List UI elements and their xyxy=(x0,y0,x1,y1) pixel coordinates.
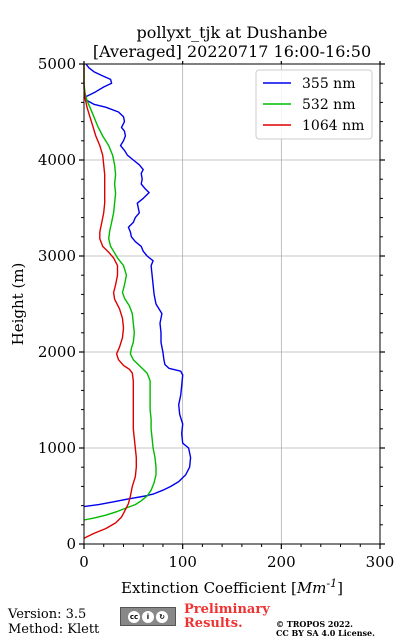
preliminary-line1: Preliminary xyxy=(184,602,270,617)
y-tick-label: 3000 xyxy=(38,247,76,265)
cc-icon: cc xyxy=(128,610,140,623)
footer-version-block: Version: 3.5 Method: Klett xyxy=(8,607,99,637)
series-line-532-nm xyxy=(83,64,157,521)
x-tick-label: 300 xyxy=(366,553,395,571)
preliminary-results-note: Preliminary Results. xyxy=(184,603,270,631)
chart-title-line1: pollyxt_tjk at Dushanbe xyxy=(136,23,327,42)
by-icon: i xyxy=(142,610,154,623)
x-tick-label: 0 xyxy=(79,553,89,571)
legend-label: 532 nm xyxy=(302,97,355,113)
series-lines xyxy=(83,63,192,539)
y-tick-label: 2000 xyxy=(38,343,76,361)
legend-box xyxy=(255,69,373,140)
series-line-355-nm xyxy=(83,63,192,508)
copyright-line2: CC BY SA 4.0 License. xyxy=(276,628,375,638)
x-tick-label: 200 xyxy=(267,553,296,571)
y-tick-label: 1000 xyxy=(38,439,76,457)
sa-icon: ↻ xyxy=(156,610,168,623)
method-text: Method: Klett xyxy=(8,622,100,637)
x-axis-label: Extinction Coefficient [Mm-1] xyxy=(121,577,343,598)
cc-by-sa-icon: cc i ↻ xyxy=(120,607,176,626)
version-text: Version: 3.5 xyxy=(8,607,87,622)
legend-label: 355 nm xyxy=(302,76,355,92)
preliminary-line2: Results. xyxy=(184,616,243,631)
y-tick-label: 5000 xyxy=(38,55,76,73)
copyright-note: © TROPOS 2022. CC BY SA 4.0 License. xyxy=(276,620,375,638)
axes xyxy=(83,63,381,545)
plot-frame xyxy=(83,63,381,545)
legend-label: 1064 nm xyxy=(302,118,364,134)
y-axis-label: Height (m) xyxy=(9,263,27,346)
y-tick-label: 0 xyxy=(66,535,76,553)
chart-title-line2: [Averaged] 20220717 16:00-16:50 xyxy=(93,42,371,61)
series-line-1064-nm xyxy=(83,64,137,539)
x-tick-label: 100 xyxy=(168,553,197,571)
legend: 355 nm 532 nm 1064 nm xyxy=(255,69,373,140)
y-tick-label: 4000 xyxy=(38,151,76,169)
copyright-line1: © TROPOS 2022. xyxy=(276,619,353,629)
